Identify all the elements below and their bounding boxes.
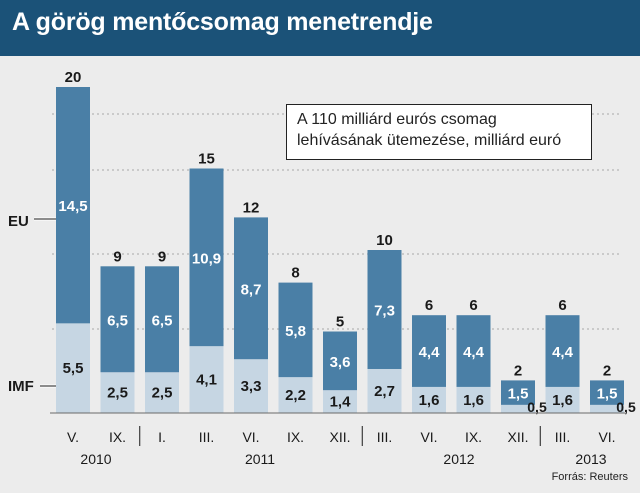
category-label-4: VI. xyxy=(242,429,259,445)
category-label-1: IX. xyxy=(109,429,126,445)
bar-eu-5 xyxy=(278,282,313,378)
series-label-imf: IMF xyxy=(8,378,34,395)
eu-value-label-10: 1,5 xyxy=(508,386,529,403)
bar-eu-7 xyxy=(367,250,402,369)
total-label-6: 5 xyxy=(336,314,344,331)
eu-value-label-3: 10,9 xyxy=(192,250,221,267)
eu-value-label-6: 3,6 xyxy=(330,354,351,371)
bar-eu-9 xyxy=(456,315,491,387)
eu-value-label-0: 14,5 xyxy=(58,198,87,215)
bar-imf-12 xyxy=(590,404,624,413)
total-label-3: 15 xyxy=(198,151,215,168)
imf-value-label-10: 0,5 xyxy=(527,399,547,415)
imf-value-label-8: 1,6 xyxy=(419,392,440,409)
total-label-0: 20 xyxy=(65,69,82,86)
imf-value-label-7: 2,7 xyxy=(374,383,395,400)
bar-imf-11 xyxy=(545,386,580,413)
year-label-2011: 2011 xyxy=(245,451,275,467)
category-label-7: III. xyxy=(377,429,393,445)
series-label-eu: EU xyxy=(8,213,29,230)
imf-value-label-0: 5,5 xyxy=(63,360,84,377)
total-label-10: 2 xyxy=(514,362,522,379)
total-label-9: 6 xyxy=(469,297,477,314)
year-label-2013: 2013 xyxy=(575,451,606,467)
imf-value-label-11: 1,6 xyxy=(552,392,573,409)
bar-imf-8 xyxy=(412,386,446,413)
bar-imf-0 xyxy=(56,323,90,413)
total-label-1: 9 xyxy=(113,248,121,265)
title-bar: A görög mentőcsomag menetrendje xyxy=(0,0,640,56)
bar-eu-12 xyxy=(590,380,624,405)
bar-imf-3 xyxy=(189,346,224,413)
legend-line-2: lehívásának ütemezése, milliárd euró xyxy=(297,132,562,149)
eu-value-label-8: 4,4 xyxy=(419,344,441,361)
bar-eu-6 xyxy=(323,331,357,391)
bar-eu-4 xyxy=(234,217,268,360)
legend-box: A 110 milliárd eurós csomag lehívásának … xyxy=(286,104,592,160)
total-label-2: 9 xyxy=(158,248,166,265)
imf-value-label-3: 4,1 xyxy=(196,372,217,389)
eu-value-label-5: 5,8 xyxy=(285,323,306,340)
category-label-2: I. xyxy=(158,429,166,445)
bar-imf-9 xyxy=(456,386,491,413)
bar-imf-7 xyxy=(367,368,402,413)
total-label-4: 12 xyxy=(243,199,260,216)
imf-value-label-5: 2,2 xyxy=(285,387,306,404)
source-note: Forrás: Reuters xyxy=(551,471,628,483)
category-label-8: VI. xyxy=(420,429,437,445)
bar-eu-8 xyxy=(412,315,446,387)
eu-value-label-2: 6,5 xyxy=(152,312,173,329)
bar-imf-4 xyxy=(234,359,268,413)
category-label-3: III. xyxy=(199,429,215,445)
plot-area: 20 14,5 5,5 9 6,5 2,5 9 6,5 2,5 15 10,9 4,1 12 8,7 3,3… xyxy=(8,69,636,467)
imf-value-label-12: 0,5 xyxy=(616,399,636,415)
total-label-5: 8 xyxy=(291,265,299,282)
eu-value-label-4: 8,7 xyxy=(241,281,262,298)
category-label-6: XII. xyxy=(329,429,350,445)
category-label-5: IX. xyxy=(287,429,304,445)
imf-value-label-9: 1,6 xyxy=(463,392,484,409)
category-label-12: VI. xyxy=(598,429,615,445)
category-label-11: III. xyxy=(555,429,571,445)
imf-value-label-2: 2,5 xyxy=(152,385,173,402)
bar-imf-1 xyxy=(100,372,135,413)
legend-line-1: A 110 milliárd eurós csomag xyxy=(297,111,497,128)
bar-imf-10 xyxy=(501,404,535,413)
imf-value-label-6: 1,4 xyxy=(330,394,352,411)
imf-value-label-4: 3,3 xyxy=(241,378,262,395)
category-label-0: V. xyxy=(67,429,79,445)
bar-eu-1 xyxy=(100,266,135,373)
bar-layer xyxy=(56,87,624,413)
bar-eu-10 xyxy=(501,380,535,405)
total-label-8: 6 xyxy=(425,297,433,314)
category-label-10: XII. xyxy=(507,429,528,445)
eu-value-label-1: 6,5 xyxy=(107,312,128,329)
year-label-2010: 2010 xyxy=(80,451,111,467)
bar-imf-2 xyxy=(145,372,179,413)
bar-imf-6 xyxy=(323,390,357,413)
axis-layer: V. IX. I. III. VI. IX. XII. III. VI. IX. XII. III. V… xyxy=(8,213,625,467)
chart-title: A görög mentőcsomag menetrendje xyxy=(12,8,433,36)
imf-value-label-1: 2,5 xyxy=(107,385,128,402)
total-label-7: 10 xyxy=(376,232,393,249)
bar-eu-11 xyxy=(545,315,580,387)
category-label-9: IX. xyxy=(465,429,482,445)
eu-value-label-12: 1,5 xyxy=(597,386,618,403)
eu-value-label-7: 7,3 xyxy=(374,302,395,319)
bar-eu-2 xyxy=(145,266,179,373)
bar-eu-0 xyxy=(56,87,90,324)
bar-eu-3 xyxy=(189,168,224,347)
eu-value-label-11: 4,4 xyxy=(552,344,574,361)
total-label-11: 6 xyxy=(558,297,566,314)
year-label-2012: 2012 xyxy=(443,451,474,467)
eu-value-label-9: 4,4 xyxy=(463,344,485,361)
total-label-12: 2 xyxy=(603,362,611,379)
bar-imf-5 xyxy=(278,377,313,413)
label-layer: 20 14,5 5,5 9 6,5 2,5 9 6,5 2,5 15 10,9 4,1 12 8,7 3,3… xyxy=(58,69,636,415)
